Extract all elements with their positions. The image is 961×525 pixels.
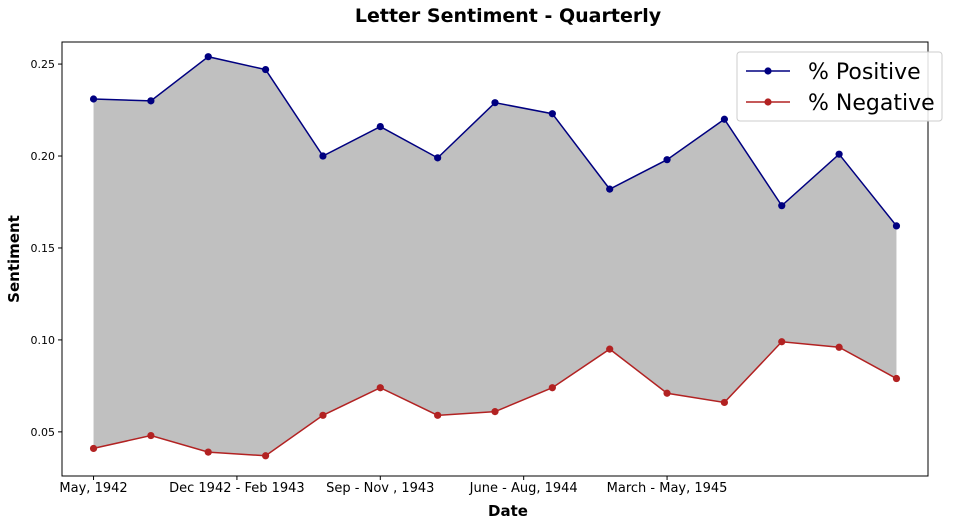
- plot-area: 0.05 0.10 0.15 0.20 0.25 May, 1942 Dec 1942 - …: [31, 41, 943, 496]
- data-point-positive: [319, 152, 327, 160]
- data-point-negative: [204, 448, 212, 456]
- data-point-negative: [261, 452, 270, 460]
- legend-box: [736, 51, 943, 122]
- plot-frame: [61, 41, 929, 477]
- y-tick-label: 0.20: [31, 150, 56, 163]
- data-point-negative: [663, 389, 671, 397]
- data-point-negative: [835, 343, 843, 351]
- y-tick-label: 0.15: [31, 242, 56, 255]
- x-tick-label: March - May, 1945: [607, 481, 728, 496]
- legend-label-negative: % Negative: [808, 91, 935, 116]
- data-point-positive: [778, 202, 786, 210]
- x-axis-label: Date: [488, 502, 528, 520]
- data-point-positive: [892, 222, 901, 230]
- data-point-negative: [434, 411, 442, 419]
- data-point-positive: [835, 150, 843, 158]
- data-point-positive: [663, 156, 671, 164]
- data-point-negative: [892, 374, 901, 383]
- x-tick-label: May, 1942: [59, 481, 127, 496]
- legend-marker-positive: [764, 67, 772, 75]
- data-point-negative: [606, 345, 614, 353]
- y-tick-label: 0.05: [31, 426, 56, 439]
- data-point-positive: [147, 97, 155, 105]
- data-point-positive: [434, 154, 442, 162]
- y-tick-label: 0.25: [31, 58, 56, 71]
- data-point-positive: [204, 53, 212, 61]
- data-point-positive: [606, 185, 614, 193]
- x-tick-label: June - Aug, 1944: [469, 481, 578, 496]
- data-point-positive: [261, 65, 270, 74]
- y-axis-label: Sentiment: [5, 215, 23, 303]
- legend: % Positive % Negative: [736, 51, 943, 122]
- data-point-negative: [147, 431, 155, 440]
- data-point-positive: [89, 95, 98, 103]
- data-point-positive: [376, 122, 384, 131]
- data-point-positive: [491, 99, 499, 107]
- data-point-negative: [778, 338, 786, 346]
- data-point-negative: [89, 444, 98, 453]
- legend-label-positive: % Positive: [808, 60, 921, 85]
- data-point-positive: [720, 115, 729, 123]
- fill-between-area: [93, 56, 897, 456]
- data-point-negative: [720, 398, 729, 407]
- chart-title: Letter Sentiment - Quarterly: [355, 5, 662, 27]
- x-tick-label: Sep - Nov , 1943: [326, 481, 434, 496]
- data-point-positive: [548, 110, 556, 118]
- x-tick-label: Dec 1942 - Feb 1943: [169, 481, 305, 496]
- legend-marker-negative: [764, 98, 772, 106]
- data-point-negative: [376, 384, 384, 392]
- data-point-negative: [319, 411, 327, 419]
- y-tick-label: 0.10: [31, 334, 56, 347]
- data-point-negative: [491, 408, 499, 416]
- data-point-negative: [548, 384, 556, 392]
